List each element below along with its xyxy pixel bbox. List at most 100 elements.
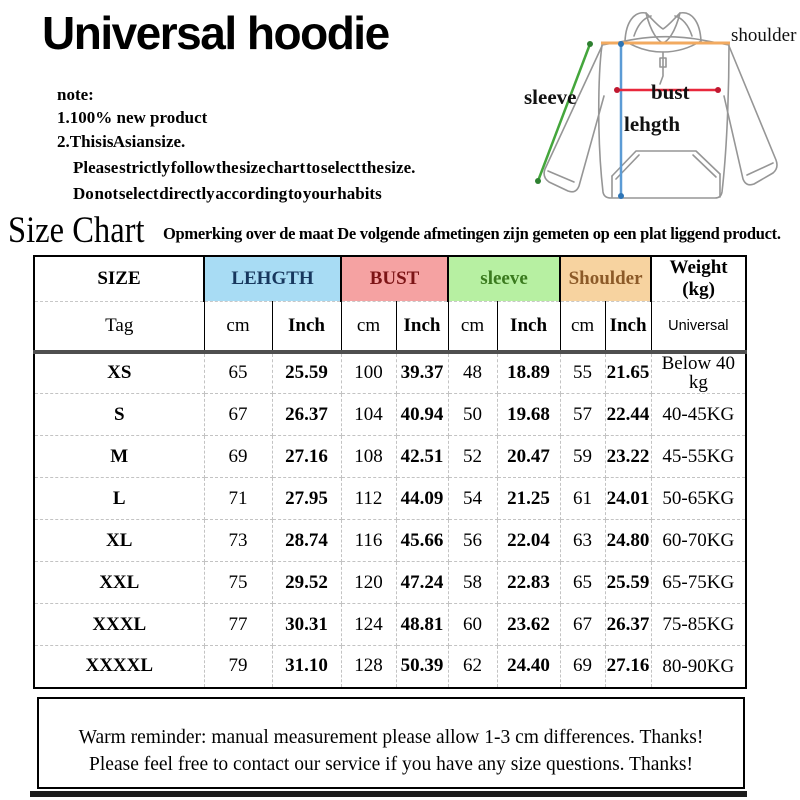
- size-row-xl: XL 73 28.74 116 45.66 56 22.04 63 24.80 60-70KG: [33, 519, 747, 562]
- measure-cell: 22.83: [496, 561, 561, 604]
- measure-cell: 19.68: [496, 393, 561, 436]
- measure-cell: 40.94: [395, 393, 449, 436]
- measure-cell: 67: [203, 393, 273, 436]
- measure-cell: 24.80: [604, 519, 652, 562]
- weight-cell: 80-90KG: [650, 645, 747, 688]
- size-row-s: S 67 26.37 104 40.94 50 19.68 57 22.44 40-45KG: [33, 393, 747, 436]
- size-row-xs: XS 65 25.59 100 39.37 48 18.89 55 21.65 Below 40 …: [33, 351, 747, 394]
- measure-cell: 100: [340, 351, 397, 394]
- measure-cell: 27.95: [271, 477, 342, 520]
- measure-cell: 23.22: [604, 435, 652, 478]
- col-group-lehgth: LEHGTH: [202, 256, 342, 302]
- measure-cell: 24.01: [604, 477, 652, 520]
- measure-cell: 60: [447, 603, 498, 646]
- size-row-xxxxl: XXXXL 79 31.10 128 50.39 62 24.40 69 27.16 80-90K…: [33, 645, 747, 688]
- measure-cell: 44.09: [395, 477, 449, 520]
- size-label-cell: L: [33, 477, 205, 520]
- warm-reminder-box: Warm reminder: manual measurement please…: [37, 697, 745, 789]
- weight-cell: 50-65KG: [650, 477, 747, 520]
- sleeve-label: sleeve: [524, 85, 576, 109]
- measure-cell: 30.31: [271, 603, 342, 646]
- unit-header-cell: cm: [447, 301, 498, 352]
- unit-header-cell: cm: [559, 301, 606, 352]
- measure-cell: 27.16: [604, 645, 652, 688]
- measure-cell: 112: [340, 477, 397, 520]
- measure-cell: 61: [559, 477, 606, 520]
- unit-header-cell: Inch: [395, 301, 449, 352]
- measure-cell: 45.66: [395, 519, 449, 562]
- universal-header-cell: Universal: [650, 301, 747, 352]
- measure-cell: 57: [559, 393, 606, 436]
- measure-cell: 104: [340, 393, 397, 436]
- col-group-size: SIZE: [34, 256, 204, 302]
- measure-cell: 26.37: [604, 603, 652, 646]
- size-label-cell: XS: [33, 351, 205, 394]
- measure-cell: 56: [447, 519, 498, 562]
- measure-cell: 42.51: [395, 435, 449, 478]
- weight-cell: 60-70KG: [650, 519, 747, 562]
- hoodie-measurement-diagram: sleeve shoulder bust lehgth: [524, 12, 797, 199]
- size-chart-table: SIZE LEHGTH BUST sleeve Shoulder Weight (kg) …: [33, 255, 748, 689]
- size-chart-subtitle: Opmerking over de maat De volgende afmet…: [163, 224, 781, 243]
- measure-cell: 108: [340, 435, 397, 478]
- weight-cell: 45-55KG: [650, 435, 747, 478]
- measure-cell: 29.52: [271, 561, 342, 604]
- col-group-sleeve: sleeve: [447, 256, 561, 302]
- weight-cell: Below 40 kg: [650, 351, 747, 394]
- measure-cell: 21.65: [604, 351, 652, 394]
- col-group-bust: BUST: [340, 256, 449, 302]
- measure-cell: 28.74: [271, 519, 342, 562]
- shoulder-label: shoulder: [731, 25, 797, 46]
- weight-cell: 75-85KG: [650, 603, 747, 646]
- unit-header-cell: Inch: [496, 301, 561, 352]
- measure-cell: 67: [559, 603, 606, 646]
- measure-cell: 79: [203, 645, 273, 688]
- reminder-line-1: Warm reminder: manual measurement please…: [78, 727, 704, 748]
- measure-cell: 31.10: [271, 645, 342, 688]
- size-label-cell: XXXXL: [33, 645, 205, 688]
- measure-cell: 24.40: [496, 645, 561, 688]
- reminder-line-2: Please feel free to contact our service …: [89, 754, 693, 775]
- measure-cell: 65: [559, 561, 606, 604]
- measure-cell: 22.04: [496, 519, 561, 562]
- note-label: note:: [57, 85, 94, 104]
- sleeve-line: [536, 43, 592, 182]
- measure-cell: 54: [447, 477, 498, 520]
- size-chart-heading: Size Chart: [8, 210, 145, 251]
- measure-cell: 69: [203, 435, 273, 478]
- page-title: Universal hoodie: [42, 7, 390, 59]
- measure-cell: 50: [447, 393, 498, 436]
- measure-cell: 69: [559, 645, 606, 688]
- measure-cell: 65: [203, 351, 273, 394]
- size-label-cell: S: [33, 393, 205, 436]
- size-label-cell: XL: [33, 519, 205, 562]
- unit-header-cell: cm: [203, 301, 272, 352]
- measure-cell: 77: [203, 603, 273, 646]
- unit-header-cell: Inch: [271, 301, 342, 352]
- measure-cell: 25.59: [604, 561, 652, 604]
- measure-cell: 73: [203, 519, 273, 562]
- measure-cell: 128: [340, 645, 397, 688]
- length-label: lehgth: [624, 112, 680, 136]
- measure-cell: 48.81: [395, 603, 449, 646]
- measure-cell: 59: [559, 435, 606, 478]
- measure-cell: 75: [203, 561, 273, 604]
- note-line-3: Please strictly follow the size chart to…: [73, 158, 416, 177]
- hoodie-outline: [543, 12, 778, 199]
- note-line-1: 1.100% new product: [57, 108, 208, 127]
- col-group-shoulder: Shoulder: [559, 256, 652, 302]
- note-line-4: Do not select directly according to your…: [73, 184, 382, 203]
- bust-label: bust: [651, 80, 690, 104]
- measure-cell: 23.62: [496, 603, 561, 646]
- size-row-m: M 69 27.16 108 42.51 52 20.47 59 23.22 45-55KG: [33, 435, 747, 478]
- weight-cell: 40-45KG: [650, 393, 747, 436]
- size-label-cell: M: [33, 435, 205, 478]
- measure-cell: 39.37: [395, 351, 449, 394]
- measure-cell: 21.25: [496, 477, 561, 520]
- measure-cell: 58: [447, 561, 498, 604]
- unit-header-cell: Inch: [604, 301, 652, 352]
- measure-cell: 120: [340, 561, 397, 604]
- table-group-header-row: SIZE LEHGTH BUST sleeve Shoulder Weight (kg): [34, 256, 747, 302]
- measure-cell: 18.89: [496, 351, 561, 394]
- measurement-lines: [535, 41, 730, 199]
